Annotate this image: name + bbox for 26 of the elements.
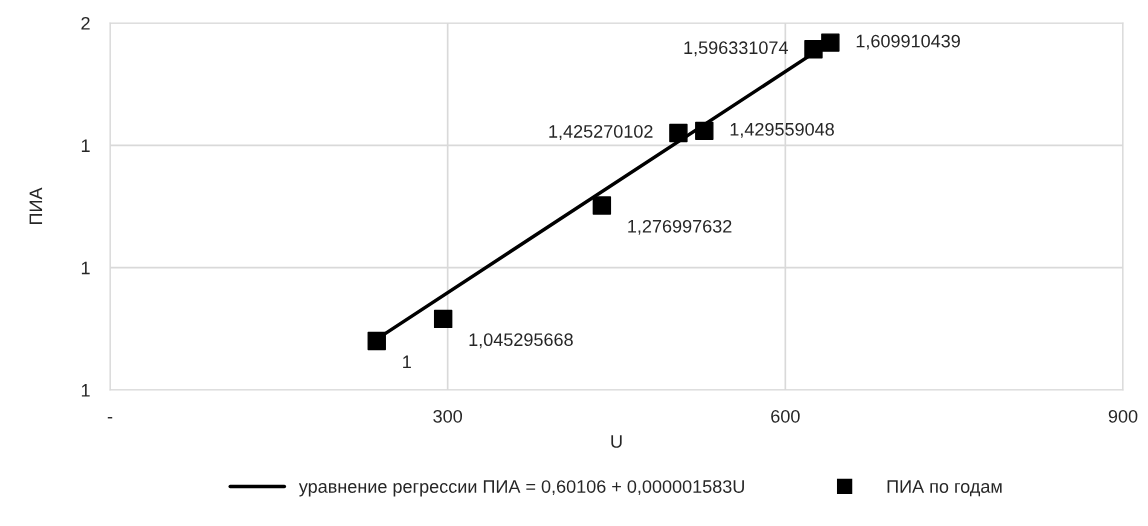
x-axis-title: U: [611, 435, 622, 448]
data-label: 1,429559048: [730, 122, 834, 138]
data-label: 1: [403, 355, 411, 369]
x-tick-label: 900: [1108, 409, 1138, 423]
point: [821, 33, 840, 52]
data-label: 1,045295668: [469, 333, 573, 349]
y-axis-title: ПИА: [29, 187, 43, 225]
y-tick-label: 1: [81, 139, 90, 152]
data-label: 1,276997632: [628, 219, 732, 235]
legend-label: ПИА по годам: [887, 480, 1002, 497]
point: [669, 123, 688, 143]
x-tick-label: 300: [433, 409, 463, 423]
y-tick-label: 1: [81, 261, 90, 275]
point: [367, 331, 386, 351]
data-label: 1,425270102: [549, 125, 653, 140]
point: [433, 309, 453, 329]
data-label: 1,596331074: [684, 41, 788, 57]
y-tick-label: 2: [81, 16, 90, 30]
x-tick-label: 600: [771, 409, 800, 423]
point: [592, 196, 612, 215]
y-tick-label: 1: [81, 384, 90, 397]
point: [804, 40, 823, 59]
data-label: 1,609910439: [856, 34, 960, 50]
x-tick-label: -: [107, 417, 113, 419]
point: [695, 121, 714, 141]
legend-label: уравнение регрессии ПИА = 0,60106 + 0,000001583U: [298, 480, 744, 497]
